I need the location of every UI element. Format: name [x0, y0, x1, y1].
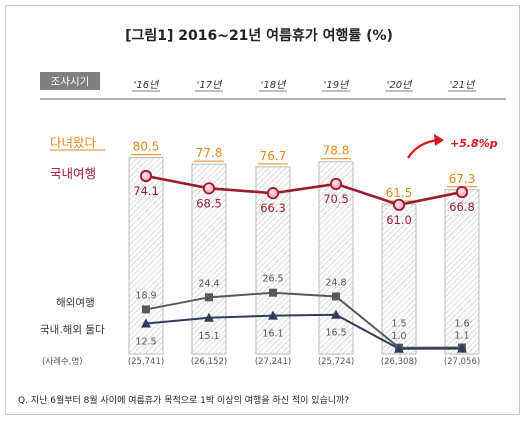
legend-overseas: 해외여행 [56, 296, 95, 309]
sample-size-value: (27,056) [444, 357, 480, 367]
bar [381, 203, 417, 355]
chart-frame: [그림1] 2016~21년 여름휴가 여행률 (%) 조사시기 '16년 '17… [5, 5, 520, 415]
overseas-line [145, 291, 463, 349]
sample-size-value: (27,241) [255, 357, 291, 367]
overseas-value-label: 24.4 [198, 278, 219, 289]
both-marker [204, 312, 214, 322]
sample-size-value: (25,741) [128, 357, 164, 367]
year-tick-label: '16년 [134, 79, 160, 91]
both-value-label: 15.1 [198, 331, 219, 342]
domestic-value-label: 70.5 [323, 192, 349, 206]
year-tick-label: '18년 [261, 79, 287, 91]
chart-title: [그림1] 2016~21년 여름휴가 여행률 (%) [125, 27, 393, 44]
line-markers [139, 169, 469, 353]
bar-value-label: 76.7 [260, 149, 287, 163]
domestic-marker [392, 198, 406, 211]
domestic-marker [329, 177, 343, 191]
domestic-value-label: 68.5 [196, 196, 222, 210]
bar-value-label: 61.5 [386, 186, 413, 200]
domestic-marker [202, 182, 216, 195]
sample-size-value: (26,152) [191, 357, 227, 367]
bar-labels: 80.5 77.8 76.7 78.8 61.5 67.3 [131, 140, 477, 202]
bar [191, 163, 227, 355]
bar-value-label: 77.8 [196, 146, 223, 160]
increase-arrowhead [434, 134, 444, 146]
both-value-label: 1.0 [391, 331, 406, 342]
overseas-value-label: 24.8 [325, 277, 346, 288]
overseas-marker [142, 305, 150, 314]
bar [128, 157, 164, 355]
domestic-value-label: 74.1 [133, 184, 159, 198]
overseas-value-label: 1.5 [391, 319, 406, 330]
bar-series [128, 157, 480, 355]
domestic-value-label: 61.0 [386, 213, 412, 227]
both-value-label: 16.1 [262, 329, 283, 340]
sample-size-value: (26,308) [381, 357, 417, 367]
both-marker [141, 318, 151, 328]
sample-size-label: (사례수,명) [42, 356, 83, 367]
year-tick-label: '20년 [387, 79, 413, 91]
survey-period-label: 조사시기 [51, 76, 90, 88]
both-marker [268, 310, 278, 320]
bar [318, 161, 354, 355]
both-line [145, 313, 463, 350]
overseas-value-label: 18.9 [135, 290, 156, 301]
both-value-label: 12.5 [135, 337, 156, 348]
year-tick-label: '21년 [450, 79, 476, 91]
year-tick-label: '19년 [324, 79, 350, 91]
survey-period-box [40, 72, 100, 90]
line-labels: 74.1 68.5 66.3 70.5 61.0 66.8 18.9 24.4 26.5 24.8… [133, 184, 475, 348]
legend-both: 국내.해외 둘다 [40, 323, 105, 336]
overseas-marker [205, 293, 213, 302]
overseas-value-label: 26.5 [262, 274, 283, 285]
increase-arrow [407, 138, 440, 159]
domestic-line [145, 174, 463, 207]
bar-value-label: 80.5 [133, 140, 160, 154]
change-annotation: +5.8%p [450, 137, 498, 150]
bar-value-label: 67.3 [449, 172, 476, 186]
line-series [145, 174, 463, 350]
domestic-value-label: 66.8 [449, 200, 475, 214]
both-marker [457, 343, 467, 353]
question-text: Q. 지난 6월부터 8월 사이에 여름휴가 목적으로 1박 이상의 여행을 하… [18, 394, 349, 406]
year-tick-label: '17년 [197, 79, 223, 91]
legend-domestic: 국내여행 [50, 166, 96, 181]
both-marker [394, 343, 404, 353]
sample-size-value: (25,724) [318, 357, 354, 367]
year-labels: '16년 '17년 '18년 '19년 '20년 '21년 [132, 79, 476, 92]
domestic-marker [455, 185, 469, 199]
sample-sizes: (25,741) (26,152) (27,241) (25,724) (26,308)… [128, 357, 480, 367]
domestic-marker [266, 187, 280, 200]
bar-value-label: 78.8 [323, 144, 350, 158]
both-value-label: 1.1 [454, 331, 469, 342]
overseas-marker [332, 292, 340, 301]
overseas-value-label: 1.6 [454, 318, 469, 329]
domestic-value-label: 66.3 [260, 201, 286, 215]
domestic-marker [139, 169, 153, 183]
overseas-marker [269, 288, 277, 297]
chart-svg: [그림1] 2016~21년 여름휴가 여행률 (%) 조사시기 '16년 '17… [18, 27, 506, 406]
both-value-label: 16.5 [325, 328, 346, 339]
legend-traveled: 다녀왔다 [50, 135, 97, 150]
bar [444, 189, 480, 355]
both-marker [331, 309, 341, 319]
